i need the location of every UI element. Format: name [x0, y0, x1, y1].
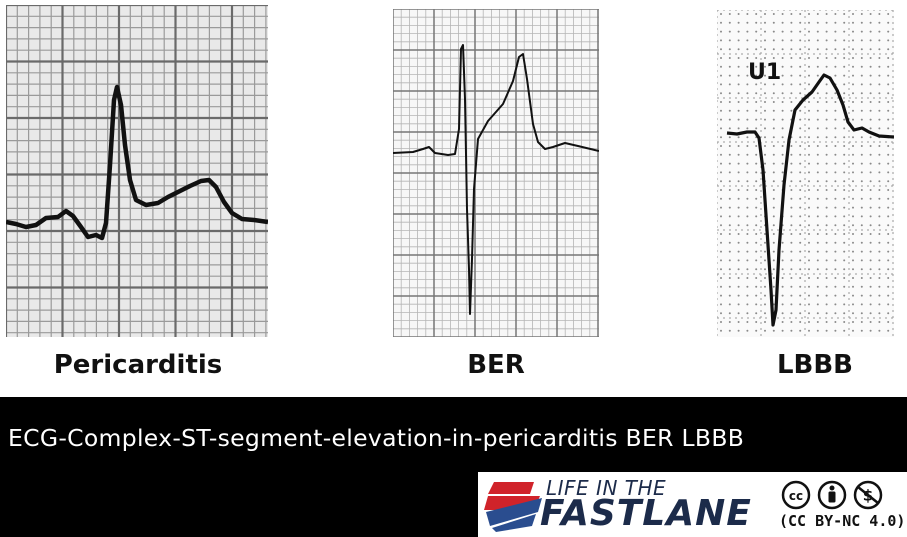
by-icon: [817, 480, 847, 510]
logo-title-line2: FASTLANE: [540, 493, 752, 534]
logo-title-line1: LIFE IN THE: [546, 476, 667, 500]
pericarditis-ecg-trace: [6, 5, 268, 337]
ber-ecg-trace: [393, 9, 599, 337]
image-caption: ECG-Complex-ST-segment-elevation-in-peri…: [8, 424, 745, 452]
lbbb-label: LBBB: [776, 350, 854, 380]
cc-license-icons: cc $: [781, 480, 883, 510]
lead-u1-label: U1: [748, 60, 782, 85]
cc-icon: cc: [781, 480, 811, 510]
pericarditis-ecg-panel: [6, 5, 268, 337]
svg-text:cc: cc: [789, 489, 803, 503]
nc-icon: $: [853, 480, 883, 510]
ber-label: BER: [467, 350, 525, 380]
license-text: (CC BY-NC 4.0): [779, 512, 906, 530]
heart-cross-logo-icon: [484, 482, 542, 532]
lbbb-ecg-trace: [717, 10, 894, 337]
lbbb-ecg-panel: [717, 10, 894, 337]
pericarditis-label: Pericarditis: [53, 350, 223, 380]
ber-ecg-panel: [393, 9, 599, 337]
